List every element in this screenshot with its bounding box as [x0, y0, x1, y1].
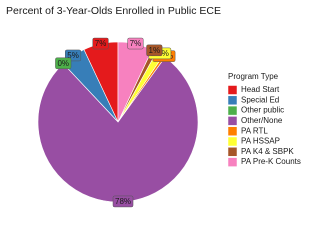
legend-label: Head Start — [241, 85, 280, 94]
legend-swatch — [227, 136, 238, 147]
legend-swatch — [227, 85, 238, 95]
legend-title: Program Type — [228, 72, 279, 81]
data-label-text: 1% — [149, 46, 161, 55]
legend-label: Special Ed — [241, 95, 279, 104]
data-label-text: 7% — [130, 39, 142, 48]
legend-swatch — [227, 147, 238, 157]
legend-label: PA K4 & SBPK — [241, 147, 294, 156]
data-label: 78% — [112, 195, 134, 208]
data-label-text: 0% — [57, 59, 69, 68]
data-label-text: 7% — [95, 39, 107, 48]
legend-label: PA Pre-K Counts — [241, 157, 301, 166]
legend-swatch — [227, 105, 238, 116]
data-label-text: 5% — [67, 51, 79, 60]
legend-label: PA HSSAP — [241, 137, 280, 146]
legend-swatch — [227, 116, 238, 126]
chart: Percent of 3-Year-Olds Enrolled in Publi… — [6, 5, 301, 208]
data-label: 0% — [55, 57, 72, 70]
data-label-box — [55, 57, 72, 70]
data-label: 7% — [127, 37, 144, 50]
legend-label: PA RTL — [241, 126, 268, 135]
legend-swatch — [227, 95, 238, 106]
legend-label: Other public — [241, 106, 284, 115]
data-label: 1% — [146, 44, 163, 57]
legend-label: Other/None — [241, 116, 283, 125]
legend-swatch — [227, 126, 238, 136]
data-label-box — [146, 44, 163, 57]
pie-labels: 7%5%0%78%0.5%1.5%1%7% — [55, 37, 176, 208]
data-label-box — [127, 37, 144, 50]
data-label-text: 78% — [115, 197, 131, 206]
pie — [37, 41, 199, 203]
data-label-box — [112, 195, 134, 208]
legend-swatch — [227, 157, 238, 167]
data-label-box — [92, 37, 109, 50]
chart-title: Percent of 3-Year-Olds Enrolled in Publi… — [6, 5, 221, 17]
data-label: 7% — [92, 37, 109, 50]
